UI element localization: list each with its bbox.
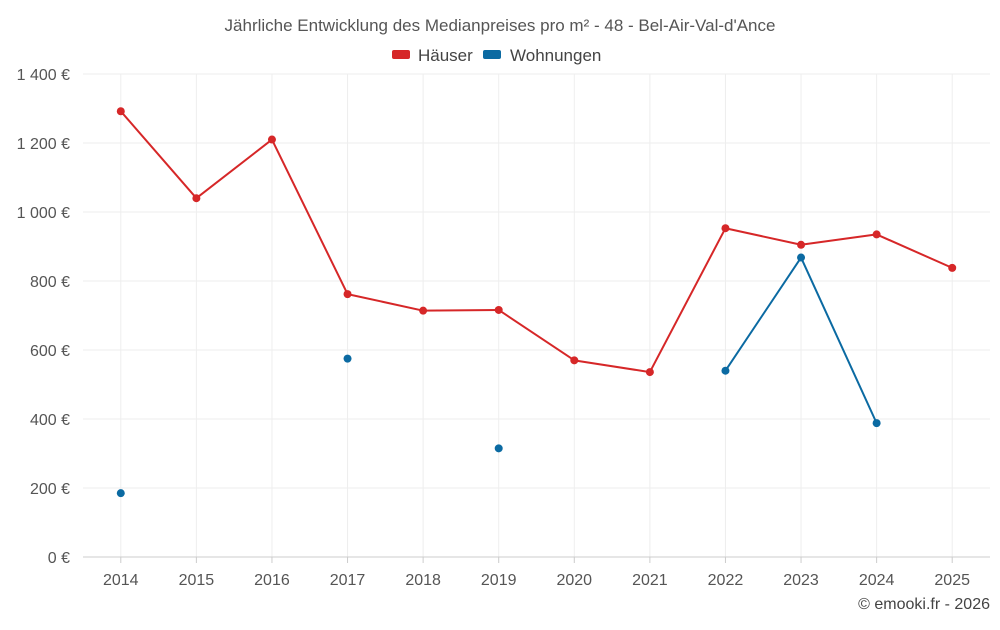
y-tick-label: 0 € [48, 550, 70, 567]
y-tick-label: 800 € [30, 274, 70, 291]
chart-title: Jährliche Entwicklung des Medianpreises … [225, 16, 776, 35]
series-line-segment [270, 138, 349, 296]
data-point[interactable] [116, 107, 125, 116]
grid [83, 73, 990, 557]
data-point[interactable] [948, 263, 957, 272]
series-line-segment [800, 256, 878, 425]
series-line-segment [422, 308, 500, 312]
legend-label-haeuser: Häuser [418, 46, 473, 65]
series-line-segment [724, 256, 803, 372]
series-line-segment [875, 233, 954, 269]
data-point[interactable] [872, 419, 881, 428]
data-point[interactable] [267, 135, 276, 144]
y-tick-label: 1 400 € [17, 67, 70, 84]
x-tick-label: 2019 [481, 572, 517, 589]
data-point[interactable] [192, 194, 201, 203]
data-point[interactable] [645, 368, 654, 377]
x-tick-label: 2023 [783, 572, 819, 589]
data-point[interactable] [116, 489, 125, 498]
series-line-segment [346, 293, 425, 312]
x-tick-label: 2020 [556, 572, 592, 589]
series-line-segment [573, 359, 651, 374]
data-point[interactable] [797, 240, 806, 249]
series-line-segment [497, 308, 576, 362]
series-wohnungen [116, 253, 881, 498]
series-haeuser [116, 107, 957, 377]
y-tick-label: 1 200 € [17, 136, 70, 153]
x-tick-label: 2025 [934, 572, 970, 589]
series-line-segment [119, 110, 198, 200]
data-point[interactable] [721, 224, 730, 233]
data-point[interactable] [494, 305, 503, 314]
x-tick-label: 2021 [632, 572, 668, 589]
x-tick-label: 2018 [405, 572, 441, 589]
y-tick-label: 600 € [30, 343, 70, 360]
axes: 0 € 200 € 400 € 600 € 800 € 1 000 € 1 200 € 1 4… [17, 67, 990, 589]
y-tick-label: 200 € [30, 481, 70, 498]
data-point[interactable] [343, 290, 352, 299]
y-tick-label: 400 € [30, 412, 70, 429]
legend-item-wohnungen[interactable]: Wohnungen [483, 46, 601, 65]
legend-item-haeuser[interactable]: Häuser [392, 46, 473, 65]
y-tick-label: 1 000 € [17, 205, 70, 222]
x-tick-label: 2014 [103, 572, 139, 589]
legend-label-wohnungen: Wohnungen [510, 46, 601, 65]
legend-swatch-wohnungen [483, 50, 501, 59]
series [116, 107, 957, 498]
data-point[interactable] [797, 253, 806, 262]
x-tick-label: 2022 [708, 572, 744, 589]
x-tick-label: 2016 [254, 572, 290, 589]
data-point[interactable] [494, 444, 503, 453]
data-point[interactable] [419, 306, 428, 315]
data-point[interactable] [343, 354, 352, 363]
x-tick-label: 2017 [330, 572, 366, 589]
data-point[interactable] [570, 356, 579, 365]
series-line-segment [724, 227, 803, 246]
data-point[interactable] [721, 366, 730, 375]
credit-text: © emooki.fr - 2026 [858, 596, 990, 613]
data-point[interactable] [872, 230, 881, 239]
x-tick-label: 2024 [859, 572, 895, 589]
series-line-segment [800, 233, 878, 246]
x-tick-label: 2015 [179, 572, 215, 589]
legend: Häuser Wohnungen [392, 46, 601, 65]
series-line-segment [195, 138, 273, 200]
series-line-segment [648, 227, 727, 374]
legend-swatch-haeuser [392, 50, 410, 59]
